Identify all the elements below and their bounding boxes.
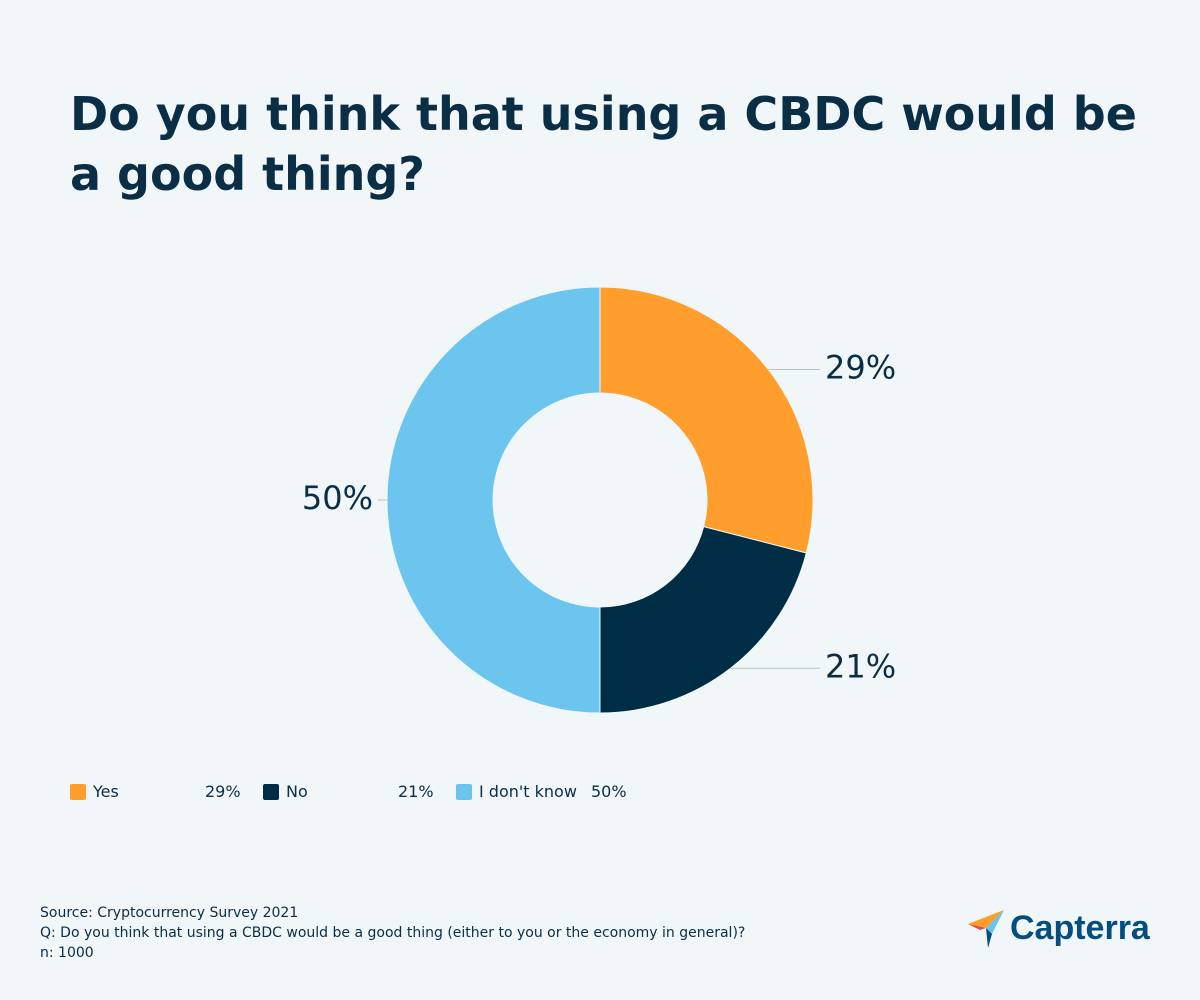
legend-item: Yes 29% <box>70 782 263 801</box>
legend-item: No 21% <box>263 782 456 801</box>
logo-text: Capterra <box>1010 908 1150 947</box>
legend-label: No <box>286 782 308 801</box>
donut-slice <box>386 286 601 714</box>
footnote: n: 1000 <box>40 945 94 961</box>
legend: Yes 29% No 21% I don't know 50% <box>70 782 649 801</box>
chart-title: Do you think that using a CBDC would be … <box>70 87 1137 201</box>
data-label: 50% <box>302 479 373 517</box>
footnote: Q: Do you think that using a CBDC would … <box>40 925 746 941</box>
legend-value: 29% <box>205 782 241 801</box>
legend-label: Yes <box>93 782 119 801</box>
data-label: 21% <box>825 647 896 685</box>
logo: Capterra <box>966 908 1150 948</box>
legend-value: 21% <box>398 782 434 801</box>
donut-slice <box>599 526 807 714</box>
logo-icon <box>968 910 1004 948</box>
legend-label: I don't know <box>479 782 577 801</box>
legend-swatch <box>263 783 279 800</box>
legend-swatch <box>70 783 86 800</box>
data-label: 29% <box>825 348 896 386</box>
footnotes: Source: Cryptocurrency Survey 2021 Q: Do … <box>40 903 745 963</box>
legend-value: 50% <box>591 782 627 801</box>
legend-swatch <box>456 783 472 800</box>
footnote: Source: Cryptocurrency Survey 2021 <box>40 905 299 921</box>
legend-item: I don't know 50% <box>456 782 649 801</box>
donut-slice <box>599 286 814 554</box>
